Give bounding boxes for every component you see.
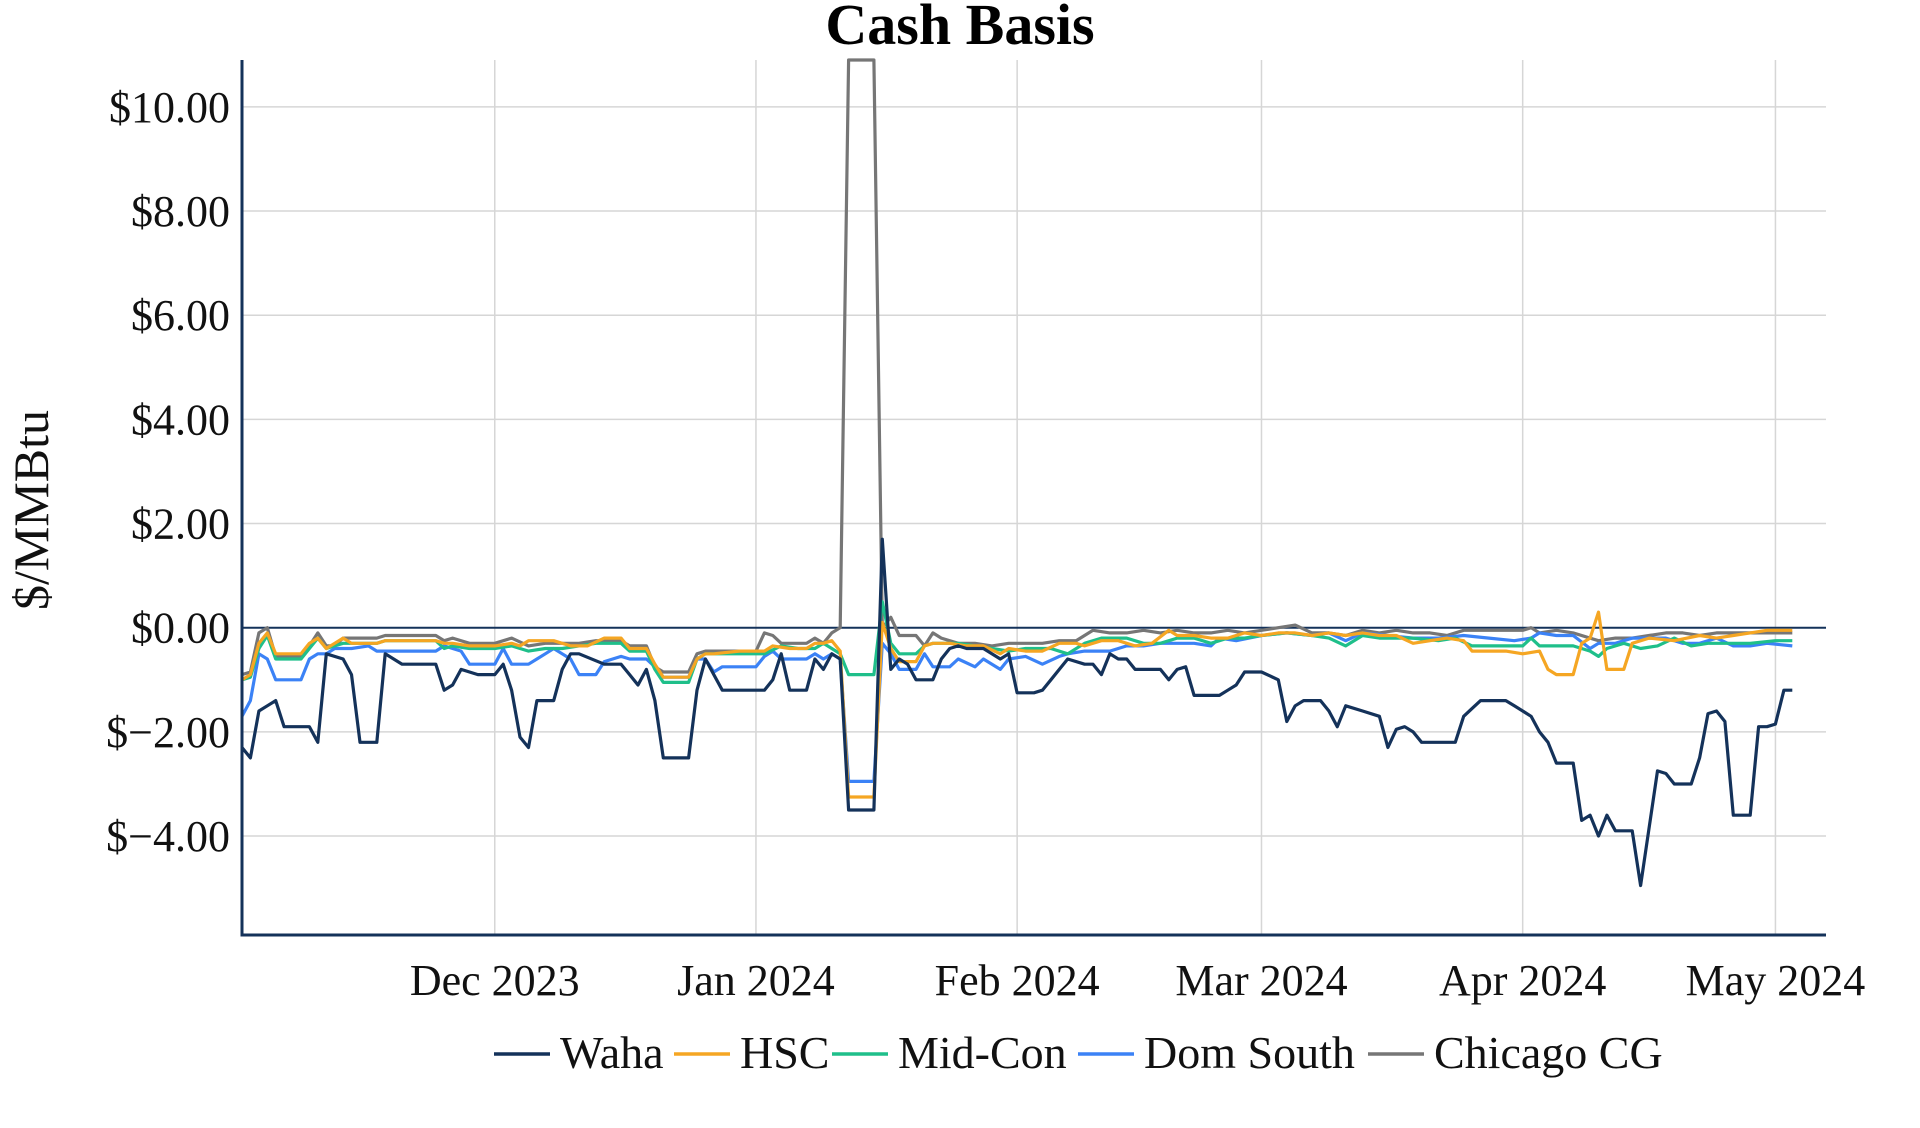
- y-axis-label: $/MMBtu: [3, 410, 59, 610]
- x-tick-label: Apr 2024: [1439, 956, 1606, 1005]
- legend-item-dom-south[interactable]: Dom South: [1078, 1027, 1355, 1078]
- x-tick-label: May 2024: [1686, 956, 1866, 1005]
- legend-label-hsc: HSC: [740, 1027, 829, 1078]
- legend-label-waha: Waha: [560, 1027, 664, 1078]
- legend-item-mid-con[interactable]: Mid-Con: [832, 1027, 1067, 1078]
- y-tick-label: $2.00: [131, 500, 230, 549]
- legend-item-hsc[interactable]: HSC: [674, 1027, 829, 1078]
- y-tick-label: $10.00: [109, 83, 230, 132]
- y-tick-label: $4.00: [131, 395, 230, 444]
- gridlines: [242, 60, 1826, 935]
- legend: Waha HSC Mid-Con Dom South Chicago CG: [494, 1027, 1663, 1078]
- series-line-hsc: [241, 610, 1793, 799]
- legend-label-mid-con: Mid-Con: [898, 1027, 1067, 1078]
- legend-item-chicago-cg[interactable]: Chicago CG: [1368, 1027, 1663, 1078]
- y-tick-label: $−2.00: [106, 708, 230, 757]
- series-line-waha: [240, 537, 1793, 888]
- y-tick-label: $−4.00: [106, 812, 230, 861]
- x-tick-label: Jan 2024: [677, 956, 835, 1005]
- x-tick-label: Dec 2023: [410, 956, 580, 1005]
- y-tick-label: $0.00: [131, 604, 230, 653]
- legend-label-chicago-cg: Chicago CG: [1434, 1027, 1663, 1078]
- chart-title: Cash Basis: [825, 0, 1094, 57]
- series-lines: [240, 58, 1793, 888]
- tick-labels: $10.00 $8.00 $6.00 $4.00 $2.00 $0.00 $−2.00 $−4…: [106, 83, 1865, 1005]
- series-line-chicago-cg: [241, 58, 1793, 677]
- axes: [240, 60, 1826, 937]
- legend-item-waha[interactable]: Waha: [494, 1027, 664, 1078]
- y-tick-label: $8.00: [131, 187, 230, 236]
- x-tick-label: Mar 2024: [1175, 956, 1347, 1005]
- legend-label-dom-south: Dom South: [1144, 1027, 1355, 1078]
- x-tick-label: Feb 2024: [935, 956, 1100, 1005]
- y-tick-label: $6.00: [131, 291, 230, 340]
